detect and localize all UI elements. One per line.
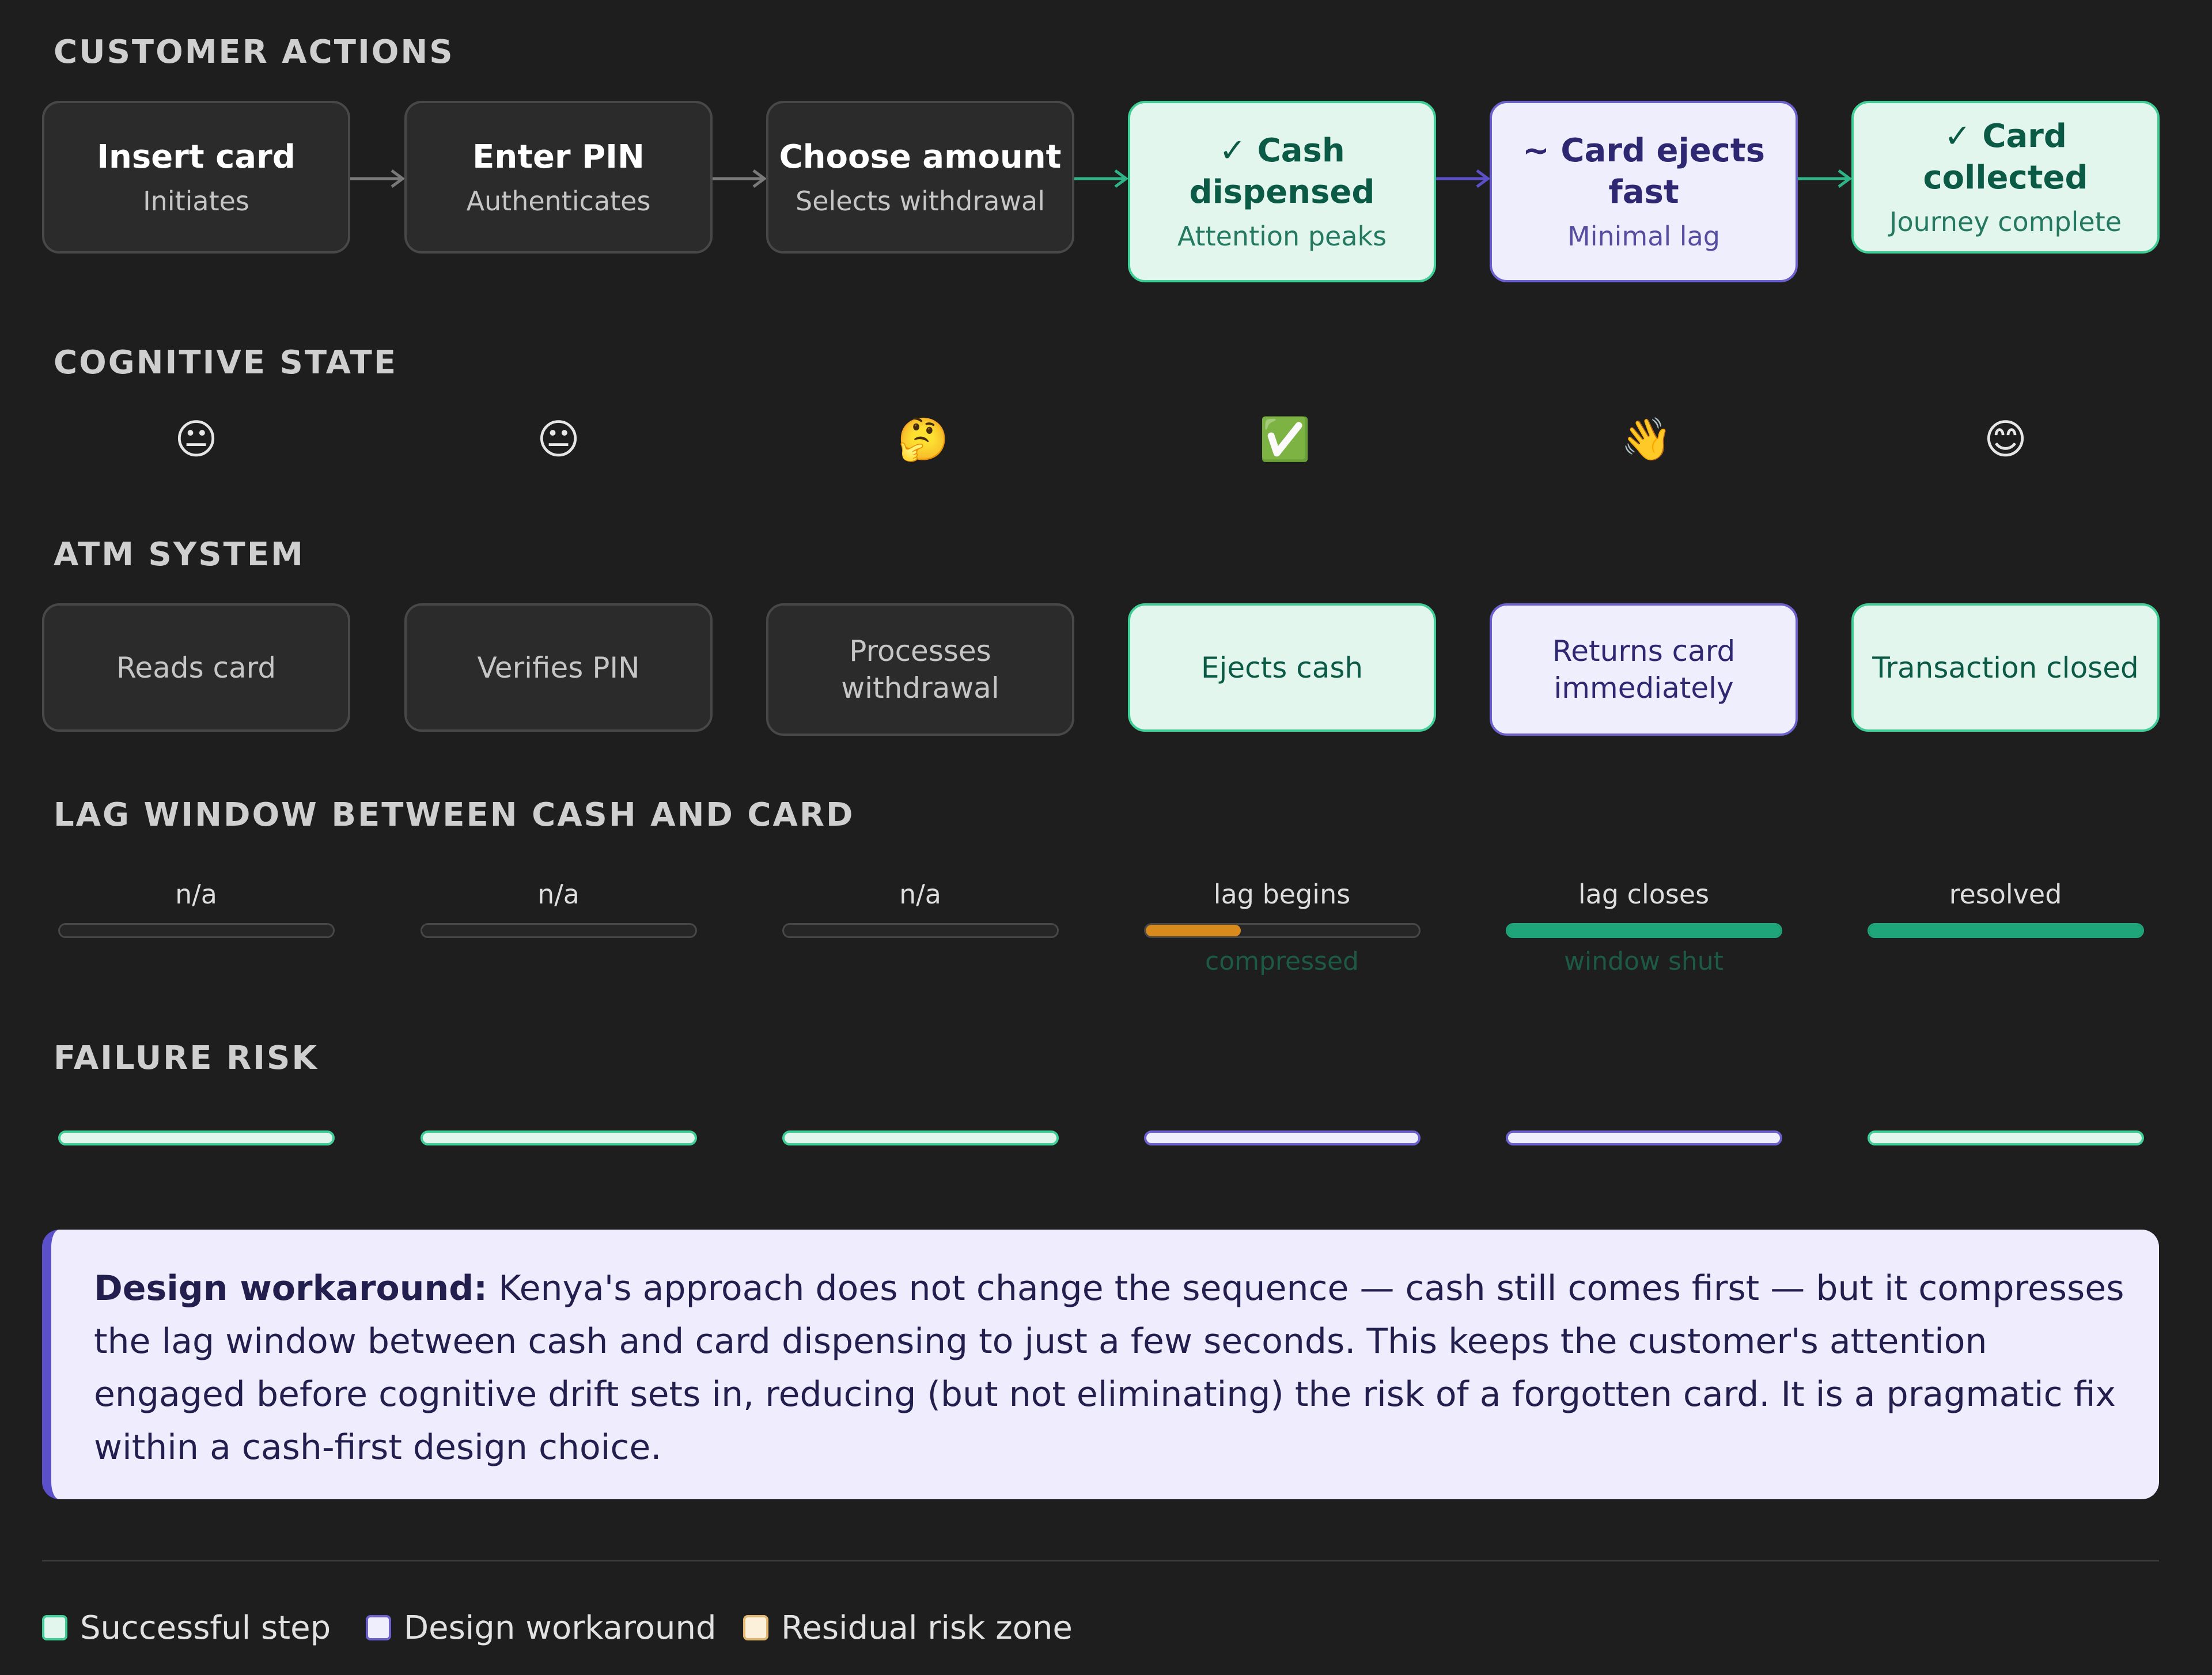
atm-system-label: Reads card (116, 651, 276, 685)
section-title-lag-window: LAG WINDOW BETWEEN CASH AND CARD (54, 796, 855, 834)
atm-system-step: Verifies PIN (404, 603, 713, 732)
lag-label: n/a (175, 879, 217, 910)
step-subtitle: Attention peaks (1177, 220, 1387, 252)
atm-system-label: Transaction closed (1872, 651, 2139, 685)
step-title: ✓ Cash dispensed (1189, 131, 1375, 211)
legend-divider (42, 1560, 2159, 1561)
customer-action-step: Insert card Initiates (42, 101, 350, 254)
atm-system-label: Processes withdrawal (841, 634, 999, 705)
flow-arrow (1436, 169, 1490, 188)
lag-bar (420, 923, 697, 938)
lag-note: compressed (1205, 947, 1359, 976)
design-workaround-callout: Design workaround: Kenya's approach does… (42, 1230, 2159, 1499)
legend-swatch-success (42, 1615, 67, 1640)
section-title-atm-system: ATM SYSTEM (54, 536, 305, 573)
section-title-customer-actions: CUSTOMER ACTIONS (54, 33, 454, 71)
failure-risk-bar (1867, 1130, 2144, 1145)
atm-system-step: Ejects cash (1128, 603, 1436, 732)
legend-label: Successful step (80, 1609, 331, 1647)
cognitive-state-icon: 👋 (1620, 415, 1673, 463)
failure-risk-bar (1505, 1130, 1782, 1145)
failure-risk-bar (1143, 1130, 1421, 1145)
customer-action-step: ✓ Cash dispensed Attention peaks (1128, 101, 1436, 282)
lag-bar (1505, 923, 1782, 938)
lag-bar (58, 923, 335, 938)
lag-bar-fill (1869, 925, 2142, 936)
legend-successful-step: Successful step (42, 1608, 331, 1648)
step-title: Insert card (97, 138, 296, 176)
legend-label: Residual risk zone (781, 1609, 1073, 1647)
atm-system-step: Reads card (42, 603, 350, 732)
flow-arrow (713, 169, 766, 188)
lag-note: window shut (1564, 947, 1724, 976)
lag-bar-fill (1507, 925, 1781, 936)
step-title: Enter PIN (472, 138, 645, 176)
step-title: ~ Card ejects fast (1522, 131, 1765, 211)
flow-arrow (1798, 169, 1851, 188)
legend-swatch-workaround (366, 1615, 391, 1640)
step-subtitle: Authenticates (466, 185, 651, 217)
flow-arrow (1074, 169, 1128, 188)
step-title: Choose amount (779, 138, 1062, 176)
lag-label: lag begins (1213, 879, 1351, 910)
legend-residual-risk-zone: Residual risk zone (743, 1608, 1073, 1648)
callout-body: Kenya's approach does not change the seq… (94, 1268, 2124, 1468)
cognitive-state-icon: ✅ (1259, 415, 1311, 463)
step-subtitle: Journey complete (1889, 206, 2122, 237)
legend-swatch-residual (743, 1615, 768, 1640)
step-subtitle: Selects withdrawal (796, 185, 1045, 217)
lag-label: resolved (1949, 879, 2062, 910)
lag-label: n/a (899, 879, 941, 910)
step-title: ✓ Card collected (1923, 117, 2088, 196)
atm-system-label: Ejects cash (1200, 651, 1363, 685)
cognitive-state-icon: 🤔 (897, 415, 949, 463)
failure-risk-bar (782, 1130, 1059, 1145)
step-subtitle: Initiates (143, 185, 249, 217)
legend-label: Design workaround (404, 1609, 717, 1647)
customer-action-step: ✓ Card collected Journey complete (1851, 101, 2160, 254)
flow-arrow (350, 169, 404, 188)
lag-label: lag closes (1578, 879, 1710, 910)
lag-label: n/a (537, 879, 579, 910)
atm-system-label: Returns card immediately (1552, 634, 1736, 705)
cognitive-state-icon: 😊 (1983, 415, 2028, 463)
cognitive-state-icon: 😐 (174, 415, 218, 463)
cognitive-state-icon: 😐 (536, 415, 581, 463)
failure-risk-bar (420, 1130, 697, 1145)
customer-action-step: Enter PIN Authenticates (404, 101, 713, 254)
lag-bar (1867, 923, 2144, 938)
callout-lead: Design workaround: (94, 1268, 488, 1309)
lag-bar-fill (1145, 925, 1241, 936)
section-title-cognitive-state: COGNITIVE STATE (54, 344, 398, 381)
atm-system-step: Processes withdrawal (766, 603, 1074, 736)
atm-system-step: Transaction closed (1851, 603, 2160, 732)
legend-design-workaround: Design workaround (366, 1608, 717, 1648)
section-title-failure-risk: FAILURE RISK (54, 1039, 319, 1077)
atm-system-step: Returns card immediately (1490, 603, 1798, 736)
failure-risk-bar (58, 1130, 335, 1145)
customer-action-step: ~ Card ejects fast Minimal lag (1490, 101, 1798, 282)
atm-system-label: Verifies PIN (477, 651, 640, 685)
lag-bar (1143, 923, 1421, 938)
customer-action-step: Choose amount Selects withdrawal (766, 101, 1074, 254)
lag-bar (782, 923, 1059, 938)
step-subtitle: Minimal lag (1567, 220, 1720, 252)
